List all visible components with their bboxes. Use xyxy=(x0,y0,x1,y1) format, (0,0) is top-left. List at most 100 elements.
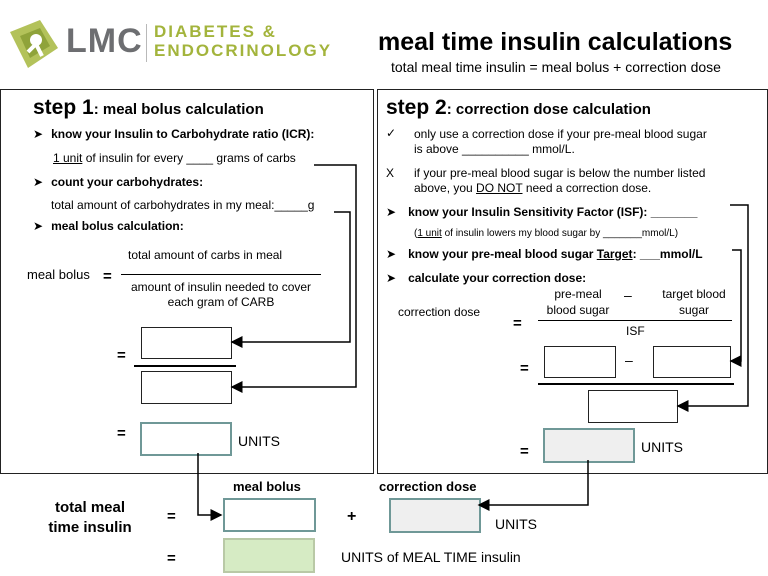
logo-mark-icon xyxy=(10,20,58,68)
icr-unit: 1 unit xyxy=(53,151,83,165)
step2-bullet-isf: ➤ know your Insulin Sensitivity Factor (I… xyxy=(386,205,697,219)
step1-number: step 1 xyxy=(33,96,94,119)
final-units-label: UNITS of MEAL TIME insulin xyxy=(341,549,521,565)
bolus-label: meal bolus calculation: xyxy=(51,219,184,233)
calc-label: calculate your correction dose: xyxy=(408,271,587,285)
total-plus: + xyxy=(347,508,357,525)
step1-bullet-icr: ➤ know your Insulin to Carbohydrate ratio… xyxy=(33,127,314,141)
meal-bolus-label: meal bolus xyxy=(233,479,301,494)
bullet-icon: ➤ xyxy=(33,127,44,141)
arrow-meal-bolus xyxy=(197,453,223,521)
step1-equals-3: = xyxy=(117,425,126,442)
correction-dose-label: correction dose xyxy=(379,479,477,494)
premeal-line1: pre-meal xyxy=(554,287,602,301)
total-line2: time insulin xyxy=(48,519,132,536)
target-box[interactable] xyxy=(653,346,731,378)
arrow-target xyxy=(729,249,742,367)
bullet-icon: ➤ xyxy=(33,175,44,189)
bottom-units: UNITS xyxy=(495,516,537,532)
step1-bullet-count: ➤ count your carbohydrates: xyxy=(33,175,203,189)
arrow-correction xyxy=(477,460,589,511)
correction-result-box[interactable] xyxy=(543,428,635,463)
premeal-label: pre-meal blood sugar xyxy=(540,286,616,318)
total-line1: total meal xyxy=(54,499,126,516)
arrow-carbs xyxy=(230,211,351,348)
premeal-line2: blood sugar xyxy=(546,303,610,317)
bullet-icon: ➤ xyxy=(386,271,397,285)
meal-bolus-result-box[interactable] xyxy=(140,422,232,456)
total-equals: = xyxy=(167,508,176,525)
total-label: total meal time insulin xyxy=(40,498,140,538)
step2-bullet-target: ➤ know your pre-meal blood sugar Target: … xyxy=(386,247,703,261)
target-blood-label: target blood sugar xyxy=(656,286,732,318)
denominator-line1: amount of insulin needed to cover xyxy=(130,280,312,294)
step1-equals-2: = xyxy=(117,347,126,364)
denominator-line2: each gram of CARB xyxy=(167,295,275,309)
step2-heading: step 2: correction dose calculation xyxy=(386,96,651,120)
target-pre: know your pre-meal blood sugar xyxy=(408,247,597,261)
check-line1: only use a correction dose if your pre-m… xyxy=(414,127,707,141)
step2-bullet-calc: ➤ calculate your correction dose: xyxy=(386,271,586,285)
count-text: total amount of carbohydrates in my meal… xyxy=(51,198,315,212)
check-mark-icon: ✓ xyxy=(386,126,397,140)
page-subtitle: total meal time insulin = meal bolus + c… xyxy=(391,59,721,75)
final-total-box[interactable] xyxy=(223,538,315,573)
logo: LMC DIABETES & ENDOCRINOLOGY xyxy=(6,18,336,70)
target-line2: sugar xyxy=(678,303,710,317)
x-mark-icon: X xyxy=(386,166,395,180)
isf-open: ( xyxy=(414,228,418,239)
icr-rest: of insulin for every ____ grams of carbs xyxy=(82,151,296,165)
step1-panel xyxy=(0,89,374,474)
box-minus: – xyxy=(625,352,633,368)
bolus-numerator-box[interactable] xyxy=(141,327,232,359)
page-title: meal time insulin calculations xyxy=(378,28,733,56)
bolus-fraction-line xyxy=(121,274,321,275)
target-line1: target blood xyxy=(662,287,726,301)
target-post: : ___mmol/L xyxy=(632,247,703,261)
total-meal-bolus-box[interactable] xyxy=(223,498,316,532)
x-line2: above, you DO NOT need a correction dose… xyxy=(414,181,705,196)
step2-heading-text: : correction dose calculation xyxy=(446,101,651,118)
isf-unit: 1 unit xyxy=(417,228,442,239)
premeal-minus: – xyxy=(624,287,632,303)
step2-panel xyxy=(377,89,768,474)
step1-heading: step 1: meal bolus calculation xyxy=(33,96,264,120)
logo-lmc: LMC xyxy=(66,22,143,60)
logo-divider xyxy=(146,24,147,62)
total-correction-box[interactable] xyxy=(389,498,481,533)
bolus-denominator: amount of insulin needed to cover each g… xyxy=(121,280,321,310)
correction-fraction-line xyxy=(538,320,732,321)
arrow-icr xyxy=(230,164,357,393)
logo-line2: ENDOCRINOLOGY xyxy=(154,41,333,60)
bullet-icon: ➤ xyxy=(386,205,397,219)
check-text: only use a correction dose if your pre-m… xyxy=(414,127,707,157)
x-line1: if your pre-meal blood sugar is below th… xyxy=(414,166,706,180)
correction-equals: = xyxy=(513,315,522,332)
isf-detail: (1 unit of insulin lowers my blood sugar… xyxy=(414,228,678,239)
final-equals: = xyxy=(167,550,176,567)
bullet-icon: ➤ xyxy=(386,247,397,261)
icr-label: know your Insulin to Carbohydrate ratio … xyxy=(51,127,315,141)
x-line2-post: need a correction dose. xyxy=(522,181,652,195)
bolus-numerator: total amount of carbs in meal xyxy=(128,248,283,262)
step2-units: UNITS xyxy=(641,439,683,455)
isf-denominator: ISF xyxy=(626,324,645,338)
check-line2: is above __________ mmol/L. xyxy=(414,142,575,156)
premeal-box[interactable] xyxy=(544,346,616,378)
correction-dose-lhs: correction dose xyxy=(398,305,481,319)
logo-line1: DIABETES & xyxy=(154,22,277,41)
isf-label: know your Insulin Sensitivity Factor (IS… xyxy=(408,205,698,219)
x-line2-underline: DO NOT xyxy=(476,181,523,195)
bolus-denominator-box[interactable] xyxy=(141,371,232,404)
isf-box[interactable] xyxy=(588,390,678,423)
step2-equals-3: = xyxy=(520,443,529,460)
arrow-isf xyxy=(676,204,749,412)
isf-rest: of insulin lowers my blood sugar by ____… xyxy=(441,228,679,239)
meal-bolus-equals: = xyxy=(103,268,112,285)
step2-number: step 2 xyxy=(386,96,447,119)
bullet-icon: ➤ xyxy=(33,219,44,233)
count-label: count your carbohydrates: xyxy=(51,175,204,189)
step1-bullet-bolus: ➤ meal bolus calculation: xyxy=(33,219,184,233)
step2-equals-2: = xyxy=(520,360,529,377)
step2-fraction-line-2 xyxy=(538,383,734,385)
